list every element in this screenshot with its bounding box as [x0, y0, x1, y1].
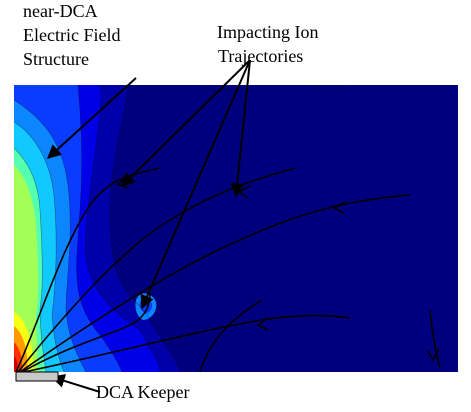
trajectory-line-2 [17, 167, 297, 373]
ion-trajectories-label-line-2: Trajectories [218, 46, 304, 66]
keeper-arrow [50, 374, 101, 393]
field-structure-label-line-1: near-DCA [23, 1, 98, 21]
trajectory-line-7 [199, 299, 263, 373]
ion-arrow-2 [230, 59, 251, 198]
ion-trajectories [15, 167, 441, 373]
trajectory-line-5 [23, 314, 351, 373]
field-structure-label-line-2: Electric Field [23, 25, 121, 45]
dca-keeper [15, 371, 59, 382]
field-structure-label-line-3: Structure [23, 49, 89, 69]
annotation-arrows [46, 59, 251, 393]
field-structure-arrow [46, 77, 137, 159]
trajectory-line-3 [19, 194, 411, 373]
ion-arrow-3 [140, 59, 251, 310]
trajectory-arrowhead-4 [256, 317, 269, 331]
trajectory-line-6 [429, 309, 441, 369]
trajectory-arrowhead-3 [332, 201, 346, 214]
trajectory-arrowhead-5 [426, 348, 440, 362]
ion-arrow-1 [121, 59, 251, 187]
ion-trajectories-label-line-1: Impacting Ion [217, 22, 319, 42]
keeper-label: DCA Keeper [96, 382, 190, 402]
contour-plot [14, 85, 458, 372]
